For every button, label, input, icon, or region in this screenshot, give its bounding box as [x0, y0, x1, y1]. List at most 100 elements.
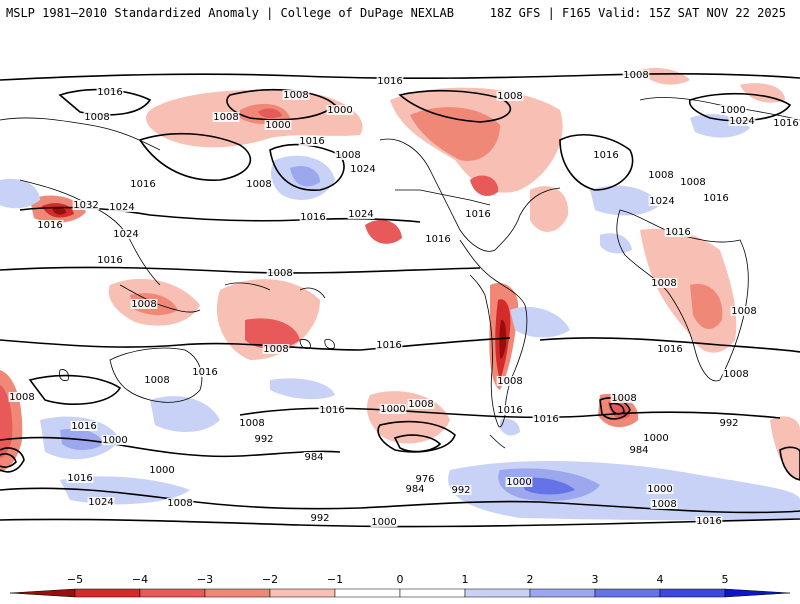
- isobar-label: 1000: [102, 435, 127, 446]
- isobar-label-background: [379, 404, 407, 414]
- isobar-label-background: [424, 234, 452, 244]
- colorbar-swatches: [9, 588, 791, 598]
- isobar-label-background: [496, 405, 524, 415]
- isobar-label-background: [148, 465, 176, 475]
- anomaly-region: [640, 68, 690, 85]
- anomaly-map: 1016 1008 1016 1008 1008 1000 1008 1000 1008 1000…: [0, 40, 800, 558]
- isobar-label-background: [130, 299, 158, 309]
- isobar-label: 992: [451, 485, 470, 496]
- isobar-label-background: [191, 367, 219, 377]
- isobar-label-background: [718, 418, 740, 428]
- anomaly-region: [365, 219, 402, 244]
- anomaly-region: [530, 186, 569, 232]
- anomaly-region: [520, 477, 575, 495]
- isobar-line: [0, 453, 17, 468]
- isobar-label-background: [129, 179, 157, 189]
- isobar-line: [377, 420, 456, 453]
- colorbar-tick-label: 5: [722, 573, 729, 586]
- colorbar-swatch: [464, 588, 531, 598]
- isobar-label: 1016: [703, 193, 728, 204]
- isobar-line: [28, 374, 122, 405]
- isobar-label-background: [299, 212, 327, 222]
- isobar-label: 1016: [67, 473, 92, 484]
- anomaly-region: [590, 185, 660, 216]
- colorbar-swatch: [594, 588, 661, 598]
- isobar-label: 1032: [73, 200, 98, 211]
- isobar-label-background: [628, 445, 650, 455]
- isobar-label: 1024: [348, 209, 373, 220]
- isobar-label: 1008: [84, 112, 109, 123]
- colorbar-swatch: [269, 588, 336, 598]
- isobar-line: [138, 132, 252, 181]
- isobar-label-background: [679, 177, 707, 187]
- isobar-label: 1016: [593, 150, 618, 161]
- isobar-label-background: [664, 227, 692, 237]
- isobar-label-background: [87, 497, 115, 507]
- isobar-label-background: [592, 150, 620, 160]
- isobar-label: 1016: [696, 516, 721, 527]
- colorbar-tick-label: 1: [462, 573, 469, 586]
- isobar-label: 1016: [533, 414, 558, 425]
- isobar-label: 1024: [729, 116, 754, 127]
- isobar-label: 1008: [267, 268, 292, 279]
- isobar-line: [539, 337, 800, 353]
- isobar-label: 1008: [497, 91, 522, 102]
- isobar-label: 1016: [192, 367, 217, 378]
- isobar-line: [609, 402, 625, 415]
- isobar-line: [0, 487, 800, 514]
- isobar-label-background: [772, 118, 800, 128]
- isobar-label-background: [610, 393, 638, 403]
- isobar-label-background: [702, 193, 730, 203]
- colorbar-tick-label: −2: [262, 573, 278, 586]
- colorbar-swatch: [139, 588, 206, 598]
- coastline: [469, 274, 499, 426]
- isobar-label: 1000: [327, 105, 352, 116]
- isobar-label-background: [318, 405, 346, 415]
- isobar-label: 1000: [265, 120, 290, 131]
- isobar-label-background: [66, 473, 94, 483]
- isobar-label: 1000: [506, 477, 531, 488]
- isobar-label-background: [101, 435, 129, 445]
- isobar-label: 1016: [376, 340, 401, 351]
- isobar-label-background: [83, 112, 111, 122]
- isobar-label-background: [505, 477, 533, 487]
- isobar-label-background: [464, 209, 492, 219]
- isobar-label-background: [245, 179, 273, 189]
- isobar-label-background: [370, 517, 398, 527]
- coastline: [489, 434, 506, 449]
- anomaly-region: [245, 318, 300, 349]
- anomaly-region: [690, 284, 723, 330]
- anomaly-region: [410, 107, 500, 161]
- isobar-label: 1000: [647, 484, 672, 495]
- colorbar: −5 −4 −3 −2 −1 0 1 2 3 4 5: [0, 560, 800, 600]
- anomaly-region: [52, 206, 66, 215]
- isobar-label: 1008: [651, 499, 676, 510]
- isobar-line: [779, 446, 800, 481]
- isobar-label-background: [238, 418, 266, 428]
- isobar-label-background: [450, 485, 472, 495]
- isobar-label-background: [646, 484, 674, 494]
- isobar-label-background: [656, 344, 684, 354]
- colorbar-swatch: [74, 588, 141, 598]
- anomaly-region: [258, 108, 282, 119]
- isobar-label-background: [496, 91, 524, 101]
- isobar-line: [0, 72, 800, 81]
- isobar-label: 1016: [425, 234, 450, 245]
- isobar-label-background: [496, 376, 524, 386]
- anomaly-shading: [0, 68, 800, 521]
- colorbar-swatch: [334, 588, 401, 598]
- anomaly-region: [0, 178, 40, 209]
- isobar-label: 1000: [371, 517, 396, 528]
- map-title: MSLP 1981–2010 Standardized Anomaly | Co…: [6, 6, 454, 20]
- isobar-label-background: [334, 150, 362, 160]
- model-run-info: 18Z GFS | F165 Valid: 15Z SAT NOV 22 202…: [489, 6, 786, 20]
- isobar-label-background: [642, 433, 670, 443]
- isobar-line: [559, 134, 634, 191]
- isobar-label-background: [695, 516, 723, 526]
- isobar-label-background: [414, 474, 436, 484]
- isobar-label-background: [532, 414, 560, 424]
- isobar-label: 984: [629, 445, 648, 456]
- isobar-label-background: [96, 87, 124, 97]
- colorbar-tick-label: 3: [592, 573, 599, 586]
